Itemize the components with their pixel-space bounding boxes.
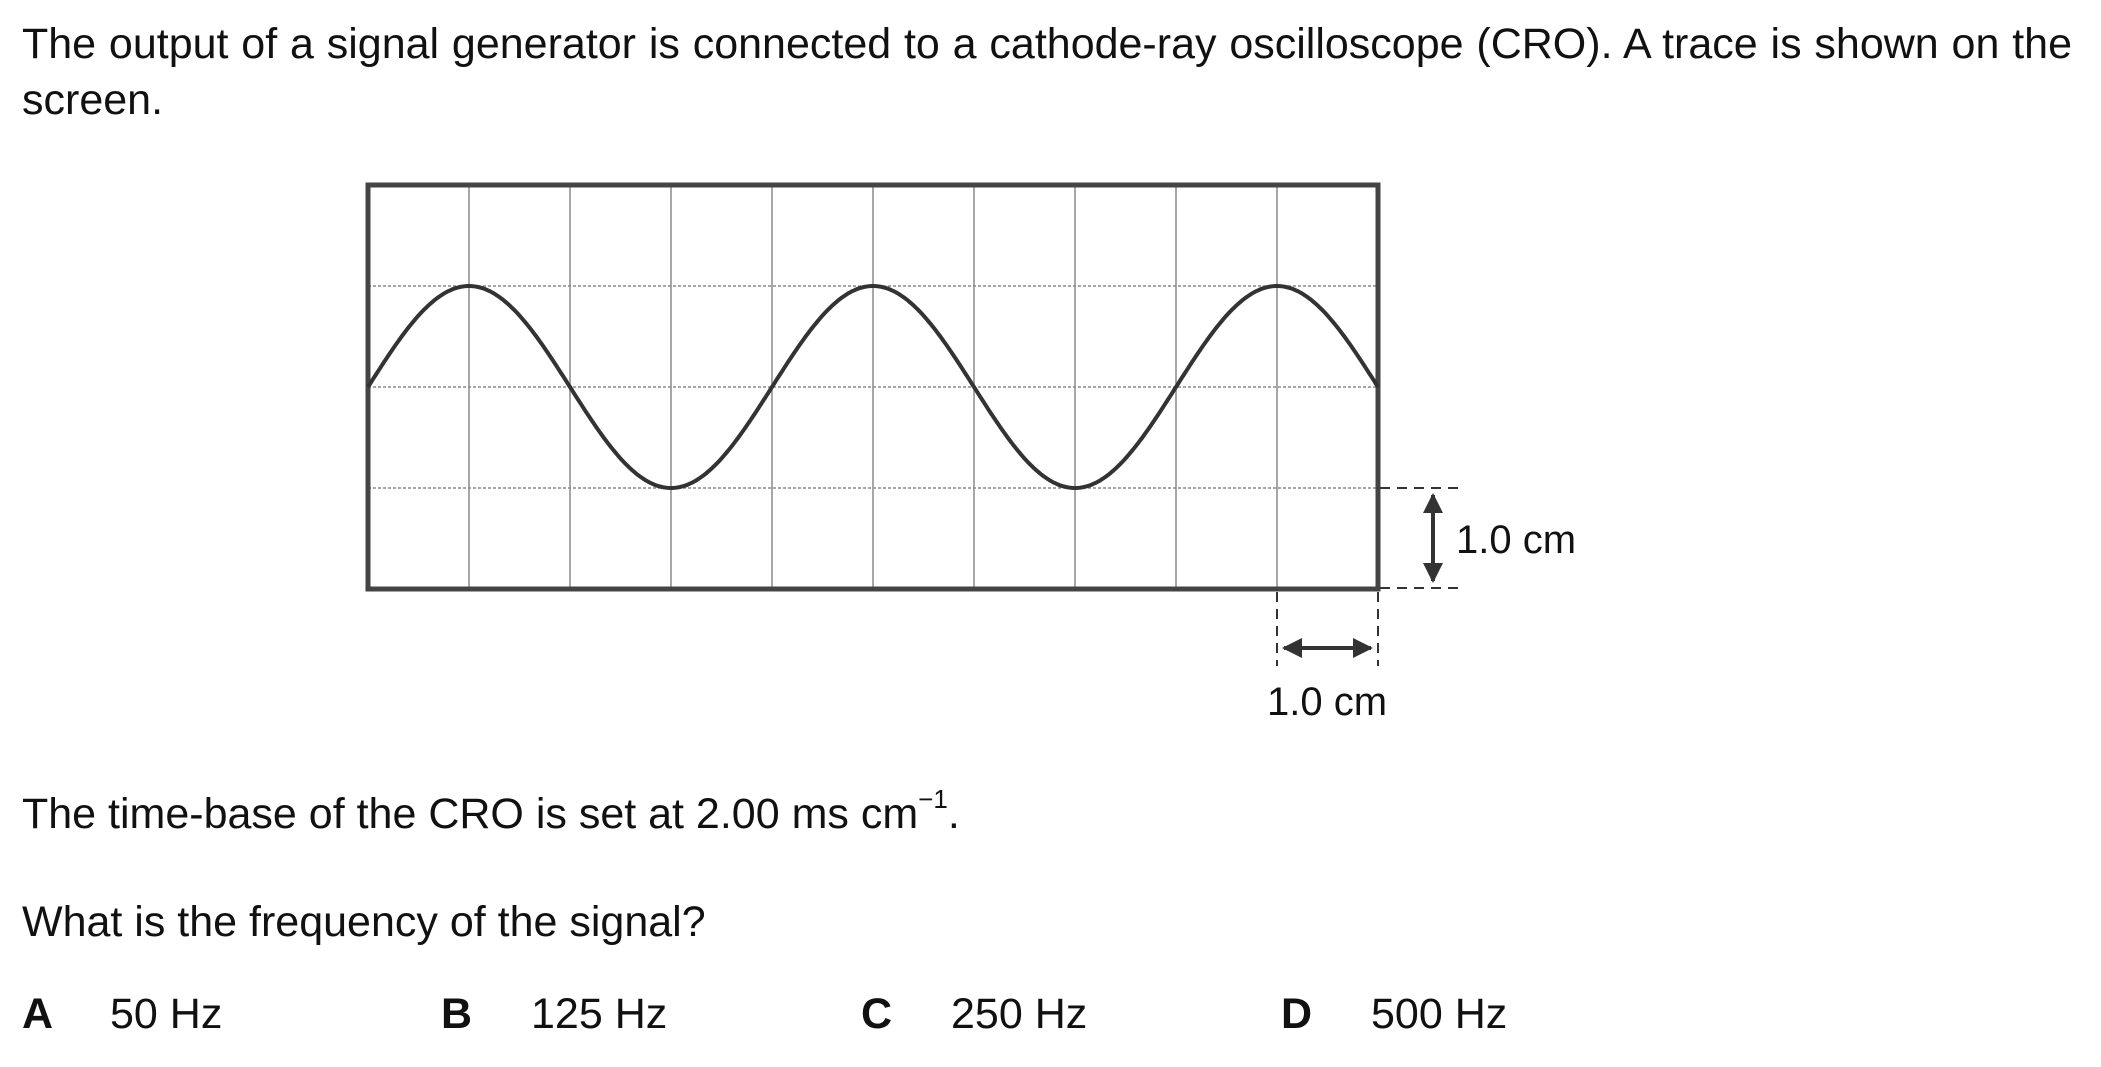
- question-intro: The output of a signal generator is conn…: [22, 20, 2072, 124]
- timebase-text: The time-base of the CRO is set at 2.00 …: [22, 790, 919, 838]
- option-d[interactable]: D 500 Hz: [1281, 986, 1507, 1042]
- option-a-value: 50 Hz: [110, 990, 223, 1038]
- option-c-value: 250 Hz: [951, 990, 1088, 1038]
- option-a[interactable]: A 50 Hz: [22, 986, 222, 1042]
- timebase-suffix: .: [947, 790, 960, 838]
- horizontal-scale-label: 1.0 cm: [1267, 680, 1387, 724]
- option-b[interactable]: B 125 Hz: [441, 986, 667, 1042]
- option-b-value: 125 Hz: [531, 990, 668, 1038]
- question-prompt: What is the frequency of the signal?: [22, 898, 706, 946]
- vertical-scale-label: 1.0 cm: [1456, 518, 1576, 562]
- screen-grid: [368, 185, 1378, 589]
- sine-trace: [366, 284, 1380, 490]
- timebase-exponent: −1: [918, 783, 948, 814]
- option-b-letter: B: [441, 990, 473, 1038]
- timebase-statement: The time-base of the CRO is set at 2.00 …: [22, 786, 960, 842]
- option-c[interactable]: C 250 Hz: [861, 986, 1087, 1042]
- option-d-letter: D: [1281, 990, 1313, 1038]
- option-d-value: 500 Hz: [1371, 990, 1508, 1038]
- option-c-letter: C: [861, 990, 893, 1038]
- option-a-letter: A: [22, 990, 54, 1038]
